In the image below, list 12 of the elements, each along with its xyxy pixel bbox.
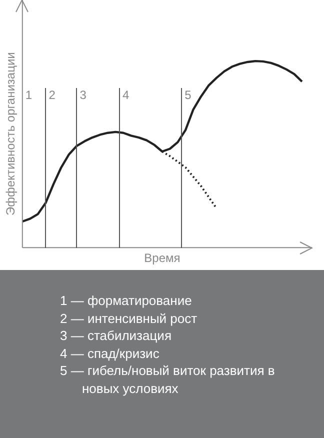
annotation: 1 [25,88,32,102]
text: 5 — гибель/новый виток развития в новых условиях [60,362,276,397]
text: 3 — стабилизация [60,327,172,344]
text: 2 — интенсивный рост [60,310,198,327]
annotation: 3 [80,88,86,102]
y-axis-title: Эффективность организации [4,52,18,216]
annotation: 2 [48,88,56,102]
text: 1 — форматирование [60,292,193,310]
text: 4 — спад/кризис [60,344,160,362]
annotation: 5 [184,88,192,102]
annotation: 4 [122,88,130,102]
x-axis-title: Время [144,251,180,266]
